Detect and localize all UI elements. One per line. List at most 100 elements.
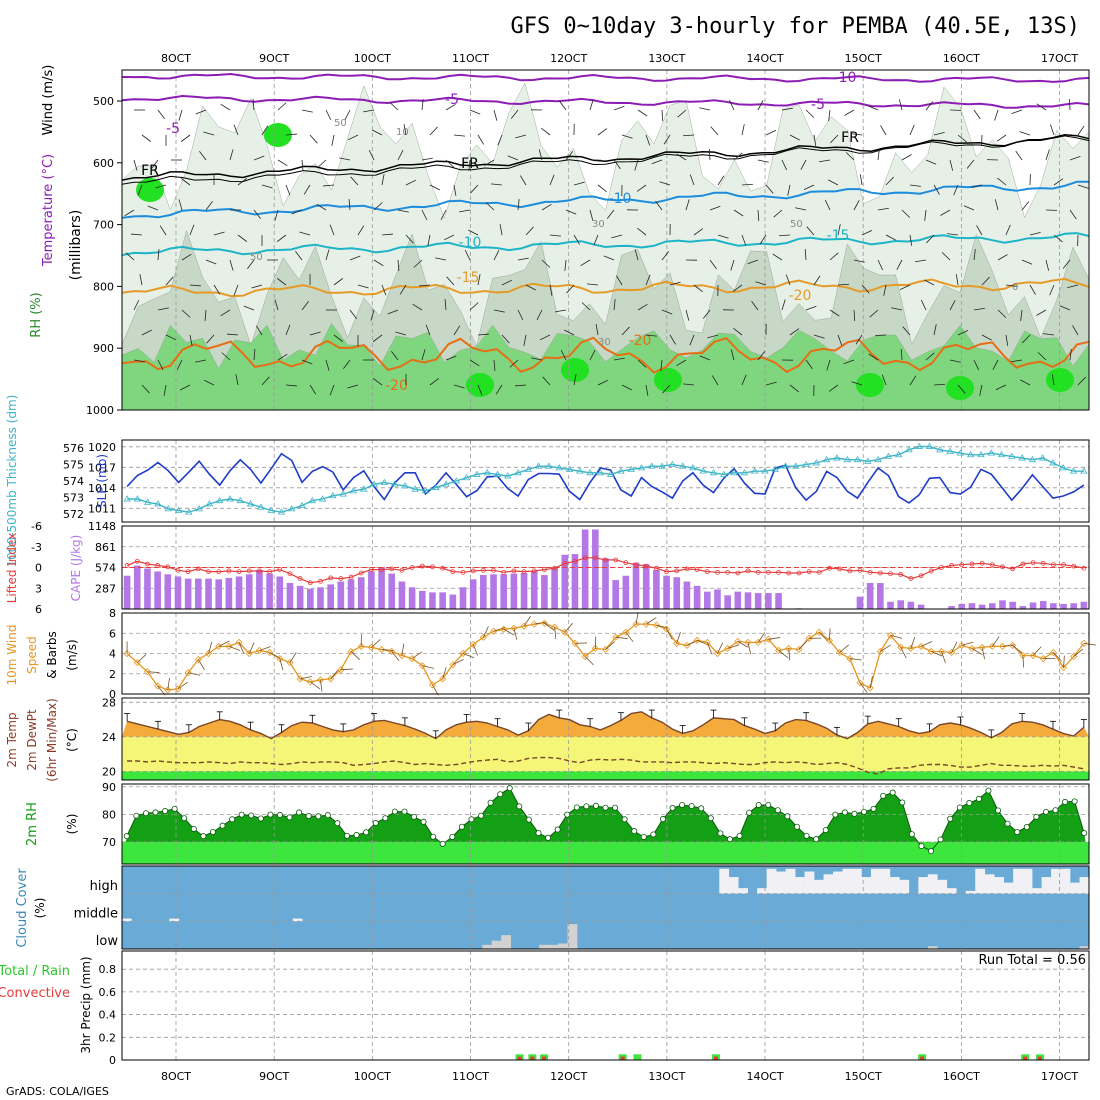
cape-bar xyxy=(164,574,172,609)
wind-speed-point xyxy=(1049,648,1057,657)
thickness-point xyxy=(226,495,234,502)
wind-barb xyxy=(994,199,999,211)
thickness-point xyxy=(617,467,625,474)
wind-speed-point xyxy=(143,668,152,676)
contour-label: -10 xyxy=(459,235,482,251)
cape-bar xyxy=(245,574,253,609)
wind-barb xyxy=(787,184,791,196)
wind-barb xyxy=(597,128,608,136)
wind-barb-10m xyxy=(503,628,515,636)
wind-barb-10m xyxy=(523,615,531,627)
cape-bar xyxy=(917,604,925,609)
wind-barb-10m xyxy=(300,676,312,680)
lifted-index-point xyxy=(643,563,649,569)
thickness-point xyxy=(473,470,481,477)
wind-barb xyxy=(997,177,1007,186)
thickness-point xyxy=(1059,464,1067,471)
pressure-frame xyxy=(121,439,1090,523)
lifted-index-point xyxy=(216,569,222,575)
lifted-index-point xyxy=(440,565,446,571)
wind-barb xyxy=(344,109,351,120)
contour-label: -15 xyxy=(457,270,480,286)
rh-point xyxy=(219,822,226,829)
thickness-point xyxy=(833,454,841,461)
lifted-index-point xyxy=(542,567,547,572)
rh-point xyxy=(372,819,379,826)
wind-barb-10m xyxy=(371,639,381,648)
wind-barb xyxy=(597,184,607,193)
cape-label: CAPE (J/kg) xyxy=(69,535,83,602)
wind-barb xyxy=(277,159,288,167)
cloud-cell-high xyxy=(785,868,796,894)
convective-label: Convective xyxy=(0,986,70,1001)
cloud-cell-low xyxy=(501,935,511,949)
rh-point xyxy=(1081,830,1088,837)
wind-barb xyxy=(343,359,351,370)
temperature-panel: 20 24 28 2m Temp 2m DewPt (6hr Min/Max) (°C) xyxy=(5,696,1090,782)
lifted-index-point xyxy=(755,569,761,575)
wind-barb xyxy=(468,159,471,171)
wind-barb xyxy=(885,176,894,186)
wind-barb xyxy=(261,376,270,386)
wind-barb xyxy=(491,183,503,186)
wind-barb xyxy=(924,209,927,221)
rh-point xyxy=(889,789,896,796)
cape-bar xyxy=(1070,603,1078,609)
cape-bar xyxy=(307,588,314,609)
lifted-index-point xyxy=(328,575,334,581)
wind-barb xyxy=(453,134,465,137)
wind-speed-point xyxy=(591,644,599,653)
lifted-index-point xyxy=(603,557,608,563)
cloud-cell-high xyxy=(1079,877,1090,894)
cloud-cell-high xyxy=(927,874,938,894)
wind-barb xyxy=(637,227,647,236)
wind-barb xyxy=(755,281,767,286)
thickness-point xyxy=(720,470,728,477)
date-tick-bottom: 8OCT xyxy=(161,1070,191,1083)
wind-barb xyxy=(493,359,496,371)
cape-bar xyxy=(500,574,508,609)
cape-bar xyxy=(571,554,579,609)
thickness-point xyxy=(380,478,389,486)
wind-barb-10m xyxy=(727,644,740,649)
wind-barb xyxy=(933,383,946,386)
wind-barb xyxy=(477,274,481,286)
wind-barb xyxy=(349,309,357,320)
wind-barb xyxy=(634,249,639,261)
cape-bar xyxy=(205,578,212,609)
wind-barb xyxy=(710,126,719,136)
pressure-label: 1000 xyxy=(86,404,114,417)
thickness-point xyxy=(1049,459,1057,466)
wind-barb xyxy=(789,328,800,336)
wind-barb xyxy=(981,276,990,286)
cape-tick-label: 574 xyxy=(95,562,116,575)
temp-side-label: 2m Temp xyxy=(5,712,19,767)
wind-barb xyxy=(853,309,856,322)
wind-barb xyxy=(828,179,839,186)
cape-panel: 1148 861 574 287 -6 -3 0 3 6 Lifted Index CAPE (J/… xyxy=(5,520,1090,616)
wind-barb xyxy=(891,307,903,311)
wind-barb xyxy=(920,299,927,311)
cape-bar xyxy=(490,574,497,609)
wind-speed-point xyxy=(194,656,202,664)
wind-barb xyxy=(229,149,234,161)
wind-barb xyxy=(1036,309,1047,316)
lifted-index-point xyxy=(776,569,781,575)
contour-label: FR xyxy=(461,156,479,172)
wind-barb xyxy=(901,209,911,218)
wind-barb xyxy=(940,209,951,216)
rh-point xyxy=(545,834,552,841)
rh-point xyxy=(229,816,236,823)
wind-barb xyxy=(709,205,721,211)
cloud-cell-high xyxy=(842,868,853,894)
wind-barb xyxy=(203,379,215,386)
wind-barb-10m xyxy=(350,651,360,661)
rh-point xyxy=(458,823,465,830)
wind-barb-10m xyxy=(197,659,205,671)
rh-point xyxy=(487,799,494,806)
lifted-index-point xyxy=(969,561,975,567)
wind-tick-label: 2 xyxy=(109,668,116,681)
rh-point xyxy=(640,833,647,840)
thickness-point xyxy=(658,462,666,469)
wind-barb xyxy=(141,329,152,336)
